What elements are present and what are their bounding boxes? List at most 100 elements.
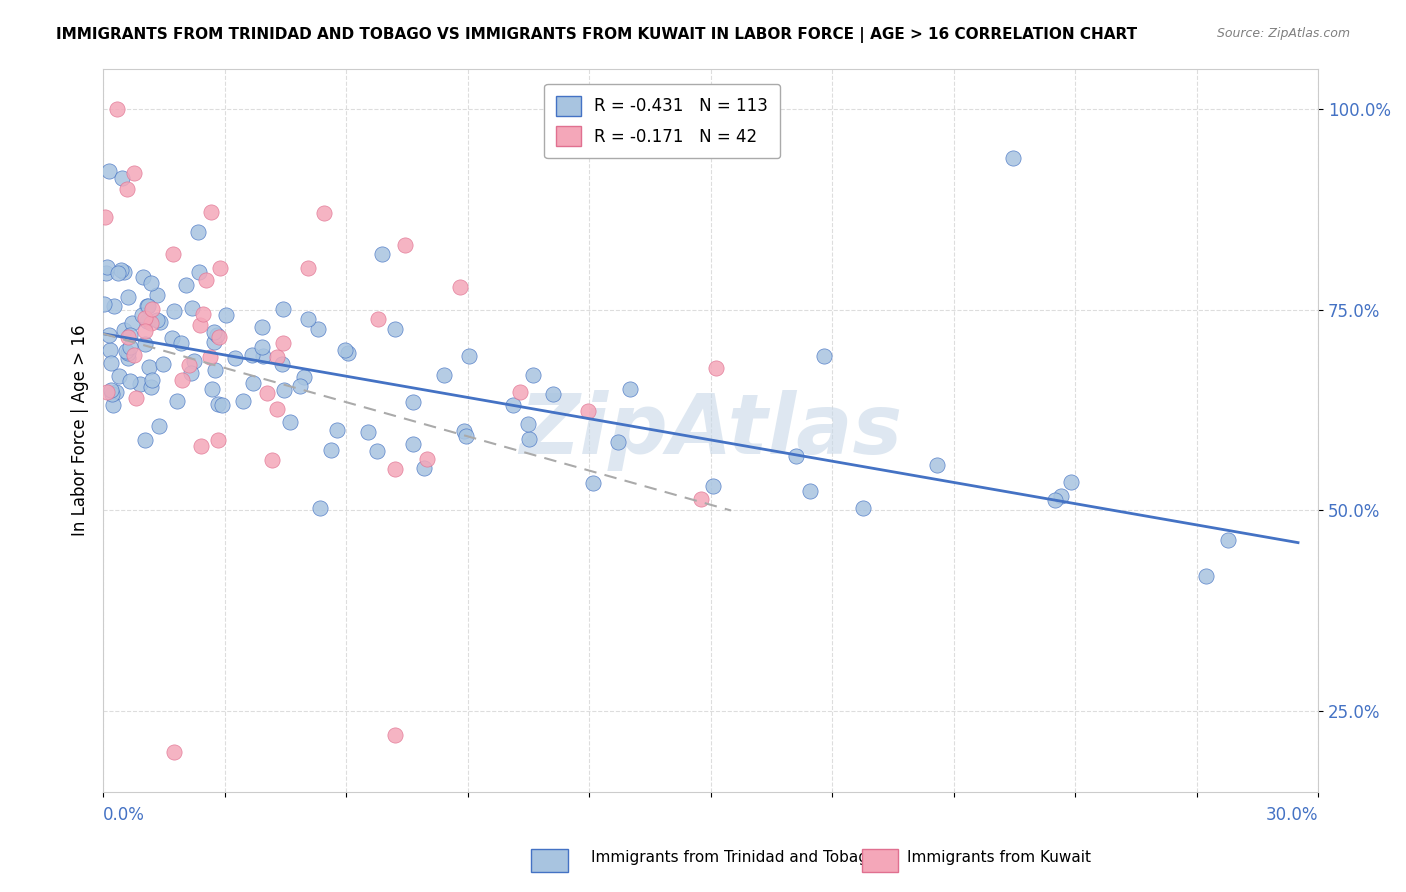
- Point: [211, 398, 233, 412]
- Point: [188, 265, 211, 279]
- Point: [1218, 533, 1240, 547]
- Point: [181, 301, 204, 316]
- Legend: R = -0.431   N = 113, R = -0.171   N = 42: R = -0.431 N = 113, R = -0.171 N = 42: [544, 84, 780, 158]
- Point: [202, 335, 225, 350]
- Point: [104, 384, 127, 399]
- Point: [312, 206, 335, 220]
- Point: [136, 314, 159, 328]
- Point: [1002, 151, 1025, 165]
- Point: [271, 357, 294, 371]
- Point: [97, 327, 120, 342]
- Point: [205, 328, 228, 343]
- Point: [180, 367, 202, 381]
- Point: [517, 432, 540, 446]
- Point: [207, 397, 229, 411]
- Point: [118, 340, 141, 354]
- Point: [101, 398, 124, 412]
- Point: [117, 351, 139, 365]
- Point: [128, 376, 150, 391]
- Point: [416, 452, 439, 467]
- Point: [309, 501, 332, 516]
- Point: [200, 204, 222, 219]
- Point: [273, 336, 295, 351]
- Point: [100, 343, 122, 358]
- Y-axis label: In Labor Force | Age > 16: In Labor Force | Age > 16: [72, 325, 89, 536]
- Point: [413, 461, 436, 475]
- Point: [105, 102, 128, 116]
- Point: [718, 103, 741, 118]
- Text: Immigrants from Trinidad and Tobago: Immigrants from Trinidad and Tobago: [591, 850, 877, 865]
- Point: [384, 729, 406, 743]
- Point: [402, 394, 425, 409]
- Point: [148, 419, 170, 434]
- Text: Source: ZipAtlas.com: Source: ZipAtlas.com: [1216, 27, 1350, 40]
- Point: [433, 368, 456, 383]
- Point: [606, 434, 628, 449]
- Point: [139, 316, 162, 330]
- Point: [94, 266, 117, 280]
- Point: [208, 330, 231, 344]
- Point: [183, 354, 205, 368]
- Point: [134, 324, 156, 338]
- Point: [336, 346, 359, 360]
- Point: [852, 500, 875, 515]
- Point: [502, 398, 524, 412]
- Point: [191, 307, 214, 321]
- Point: [122, 166, 145, 180]
- Point: [115, 344, 138, 359]
- Point: [118, 374, 141, 388]
- Point: [103, 299, 125, 313]
- Text: IMMIGRANTS FROM TRINIDAD AND TOBAGO VS IMMIGRANTS FROM KUWAIT IN LABOR FORCE | A: IMMIGRANTS FROM TRINIDAD AND TOBAGO VS I…: [56, 27, 1137, 43]
- Point: [122, 348, 145, 362]
- Point: [100, 356, 122, 370]
- Point: [117, 330, 139, 344]
- Point: [120, 327, 142, 342]
- Point: [110, 263, 132, 277]
- Point: [96, 385, 118, 400]
- Point: [179, 358, 201, 372]
- Point: [271, 302, 294, 317]
- Point: [541, 387, 564, 401]
- Point: [509, 385, 531, 400]
- Point: [112, 323, 135, 337]
- Point: [266, 402, 288, 417]
- Point: [242, 376, 264, 391]
- Point: [224, 351, 246, 366]
- Point: [453, 424, 475, 438]
- Point: [319, 443, 342, 458]
- Text: 0.0%: 0.0%: [103, 806, 145, 824]
- Point: [384, 462, 406, 476]
- Point: [690, 491, 713, 506]
- Point: [100, 383, 122, 397]
- Point: [162, 745, 184, 759]
- Point: [162, 304, 184, 318]
- Point: [384, 322, 406, 336]
- Point: [208, 261, 231, 276]
- Point: [141, 373, 163, 387]
- Point: [458, 349, 481, 363]
- Point: [582, 476, 605, 491]
- Point: [240, 348, 263, 362]
- Point: [93, 297, 115, 311]
- Point: [288, 378, 311, 392]
- Point: [110, 170, 132, 185]
- Point: [297, 261, 319, 276]
- Point: [232, 394, 254, 409]
- Point: [166, 394, 188, 409]
- Point: [366, 311, 388, 326]
- Point: [252, 349, 274, 363]
- Point: [799, 484, 821, 499]
- Point: [292, 370, 315, 384]
- Point: [146, 287, 169, 301]
- Point: [273, 383, 295, 397]
- Point: [131, 308, 153, 322]
- Point: [194, 273, 217, 287]
- Point: [108, 368, 131, 383]
- Point: [201, 382, 224, 396]
- Point: [266, 351, 288, 365]
- Point: [207, 434, 229, 448]
- Point: [121, 316, 143, 330]
- Point: [307, 322, 329, 336]
- Point: [139, 379, 162, 393]
- Point: [134, 433, 156, 447]
